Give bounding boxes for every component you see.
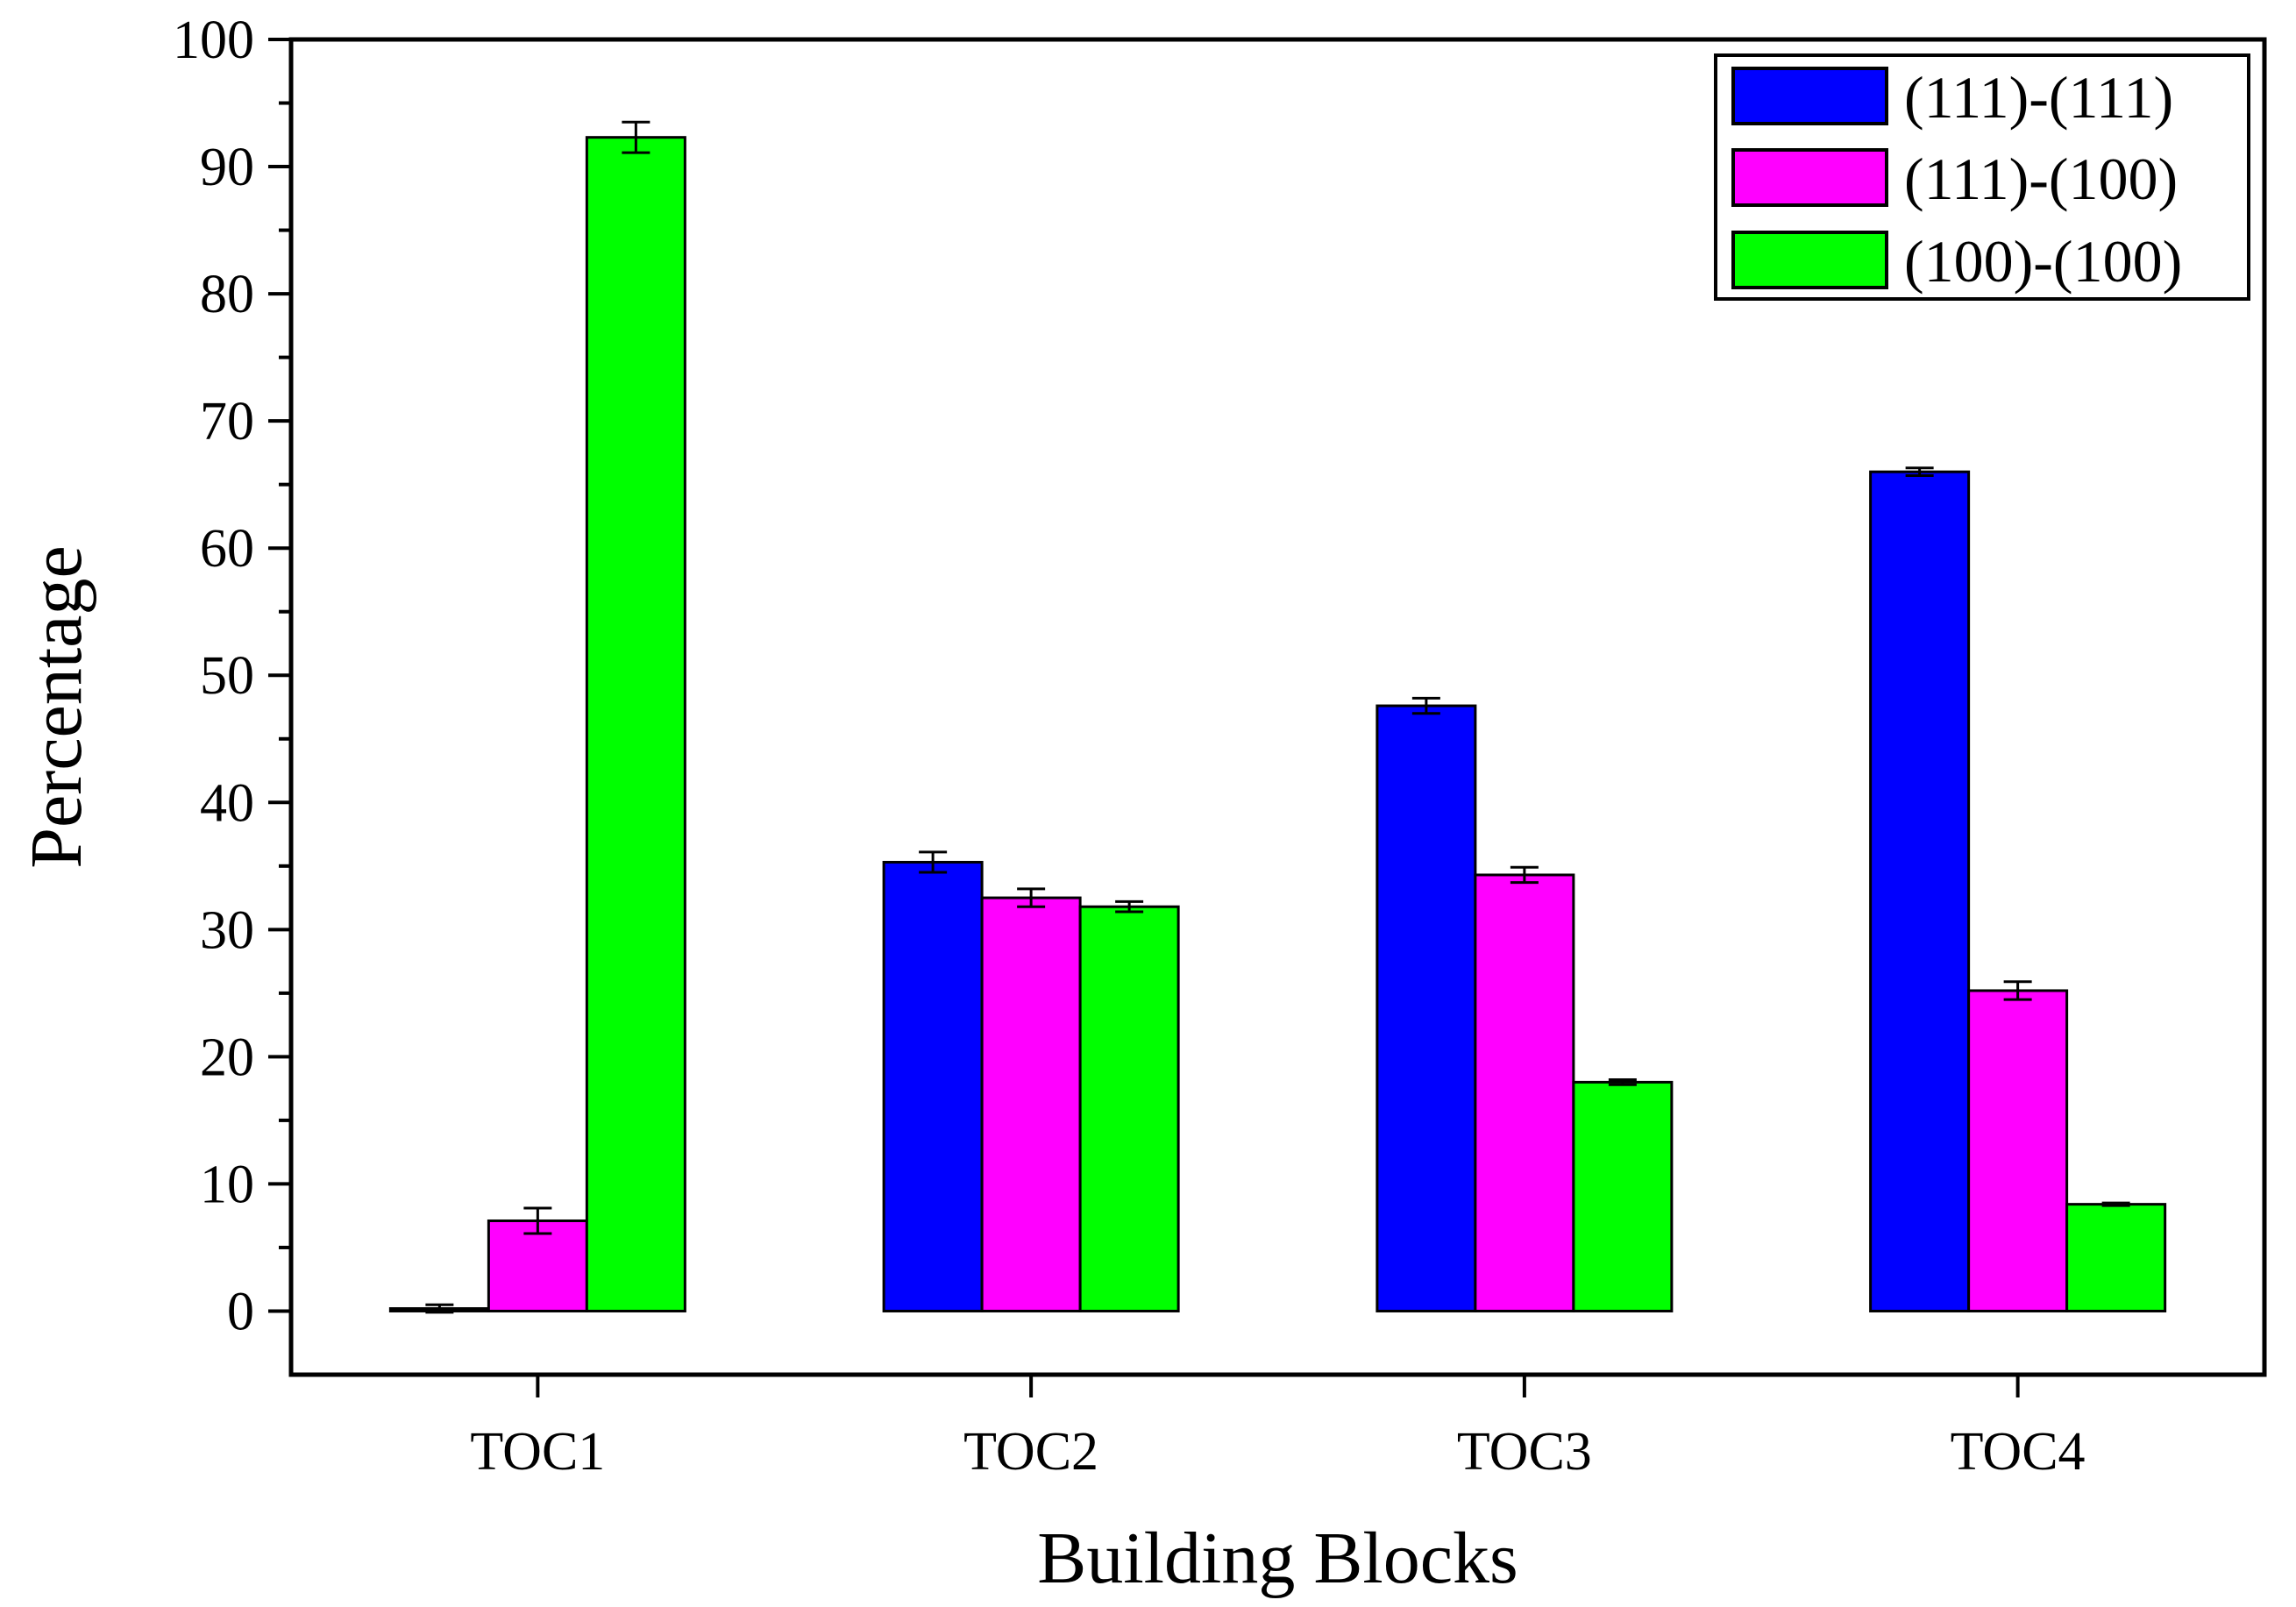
y-tick-label: 70 [200,392,254,452]
bar [1572,1080,1674,1312]
x-axis-ticks: TOC1 TOC2 TOC3 TOC4 [470,1375,2086,1482]
bar [980,896,1082,1312]
legend-label-series-1: (111)-(111) [1904,64,2173,131]
x-tick-label: TOC1 [470,1422,605,1482]
bar [1474,873,1575,1312]
y-tick-label: 40 [200,773,254,833]
y-tick-label: 90 [200,138,254,197]
bar [1869,470,1971,1312]
x-tick-label: TOC2 [963,1422,1098,1482]
bar [882,860,984,1312]
y-tick-label: 0 [227,1282,254,1341]
bar [2065,1203,2167,1312]
legend-label-series-2: (111)-(100) [1904,146,2178,212]
bar [1967,989,2069,1312]
y-tick-label: 80 [200,265,254,324]
x-axis-title: Building Blocks [1037,1518,1518,1599]
legend-label-series-3: (100)-(100) [1904,228,2182,295]
bar [585,136,686,1312]
y-tick-label: 30 [200,900,254,960]
legend-swatch-series-2 [1731,148,1888,207]
x-tick-label: TOC4 [1951,1422,2086,1482]
y-axis-title: Percentage [16,545,97,868]
error-bars-layer [425,120,2130,1314]
y-tick-label: 20 [200,1027,254,1087]
y-tick-label: 10 [200,1155,254,1214]
y-axis-ticks: 0 10 20 30 40 50 60 70 80 90 100 [173,11,291,1341]
bar [1078,905,1180,1312]
bars-layer [388,136,2167,1312]
y-tick-label: 100 [173,11,254,70]
legend-swatch-series-1 [1731,67,1888,125]
x-tick-label: TOC3 [1457,1422,1592,1482]
y-tick-label: 60 [200,519,254,579]
legend: (111)-(111) (111)-(100) (100)-(100) [1714,53,2250,301]
legend-swatch-series-3 [1731,231,1888,289]
y-tick-label: 50 [200,646,254,706]
bar [487,1219,588,1312]
bar [1375,704,1477,1312]
plot-frame [288,37,2267,1377]
